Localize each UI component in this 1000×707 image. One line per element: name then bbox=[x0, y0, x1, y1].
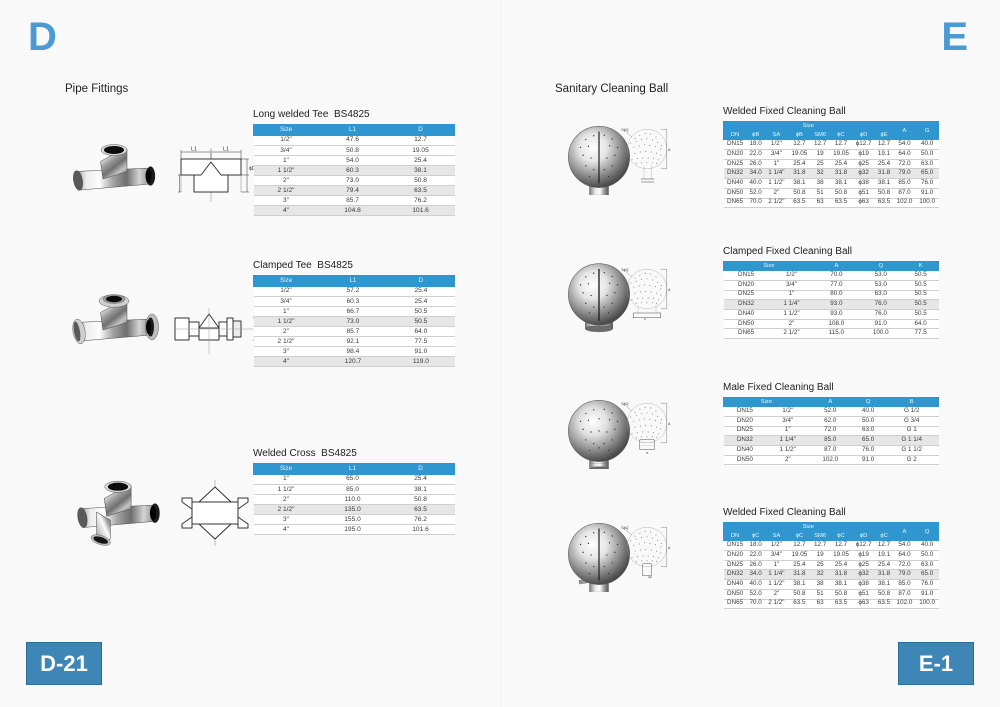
svg-text:L1: L1 bbox=[223, 147, 229, 153]
svg-text:K: K bbox=[644, 317, 646, 321]
svg-text:L1: L1 bbox=[191, 147, 197, 153]
svg-text:ϕC: ϕC bbox=[648, 575, 653, 579]
svg-text:A: A bbox=[668, 288, 671, 292]
svg-text:B: B bbox=[646, 451, 648, 455]
svg-text:A: A bbox=[668, 148, 671, 152]
svg-text:SϕQ: SϕQ bbox=[621, 526, 628, 530]
svg-text:A: A bbox=[668, 422, 671, 426]
svg-text:SϕQ: SϕQ bbox=[621, 402, 628, 406]
svg-text:SϕQ: SϕQ bbox=[621, 268, 628, 272]
svg-text:A: A bbox=[668, 546, 671, 550]
svg-text:SϕQ: SϕQ bbox=[621, 128, 628, 132]
